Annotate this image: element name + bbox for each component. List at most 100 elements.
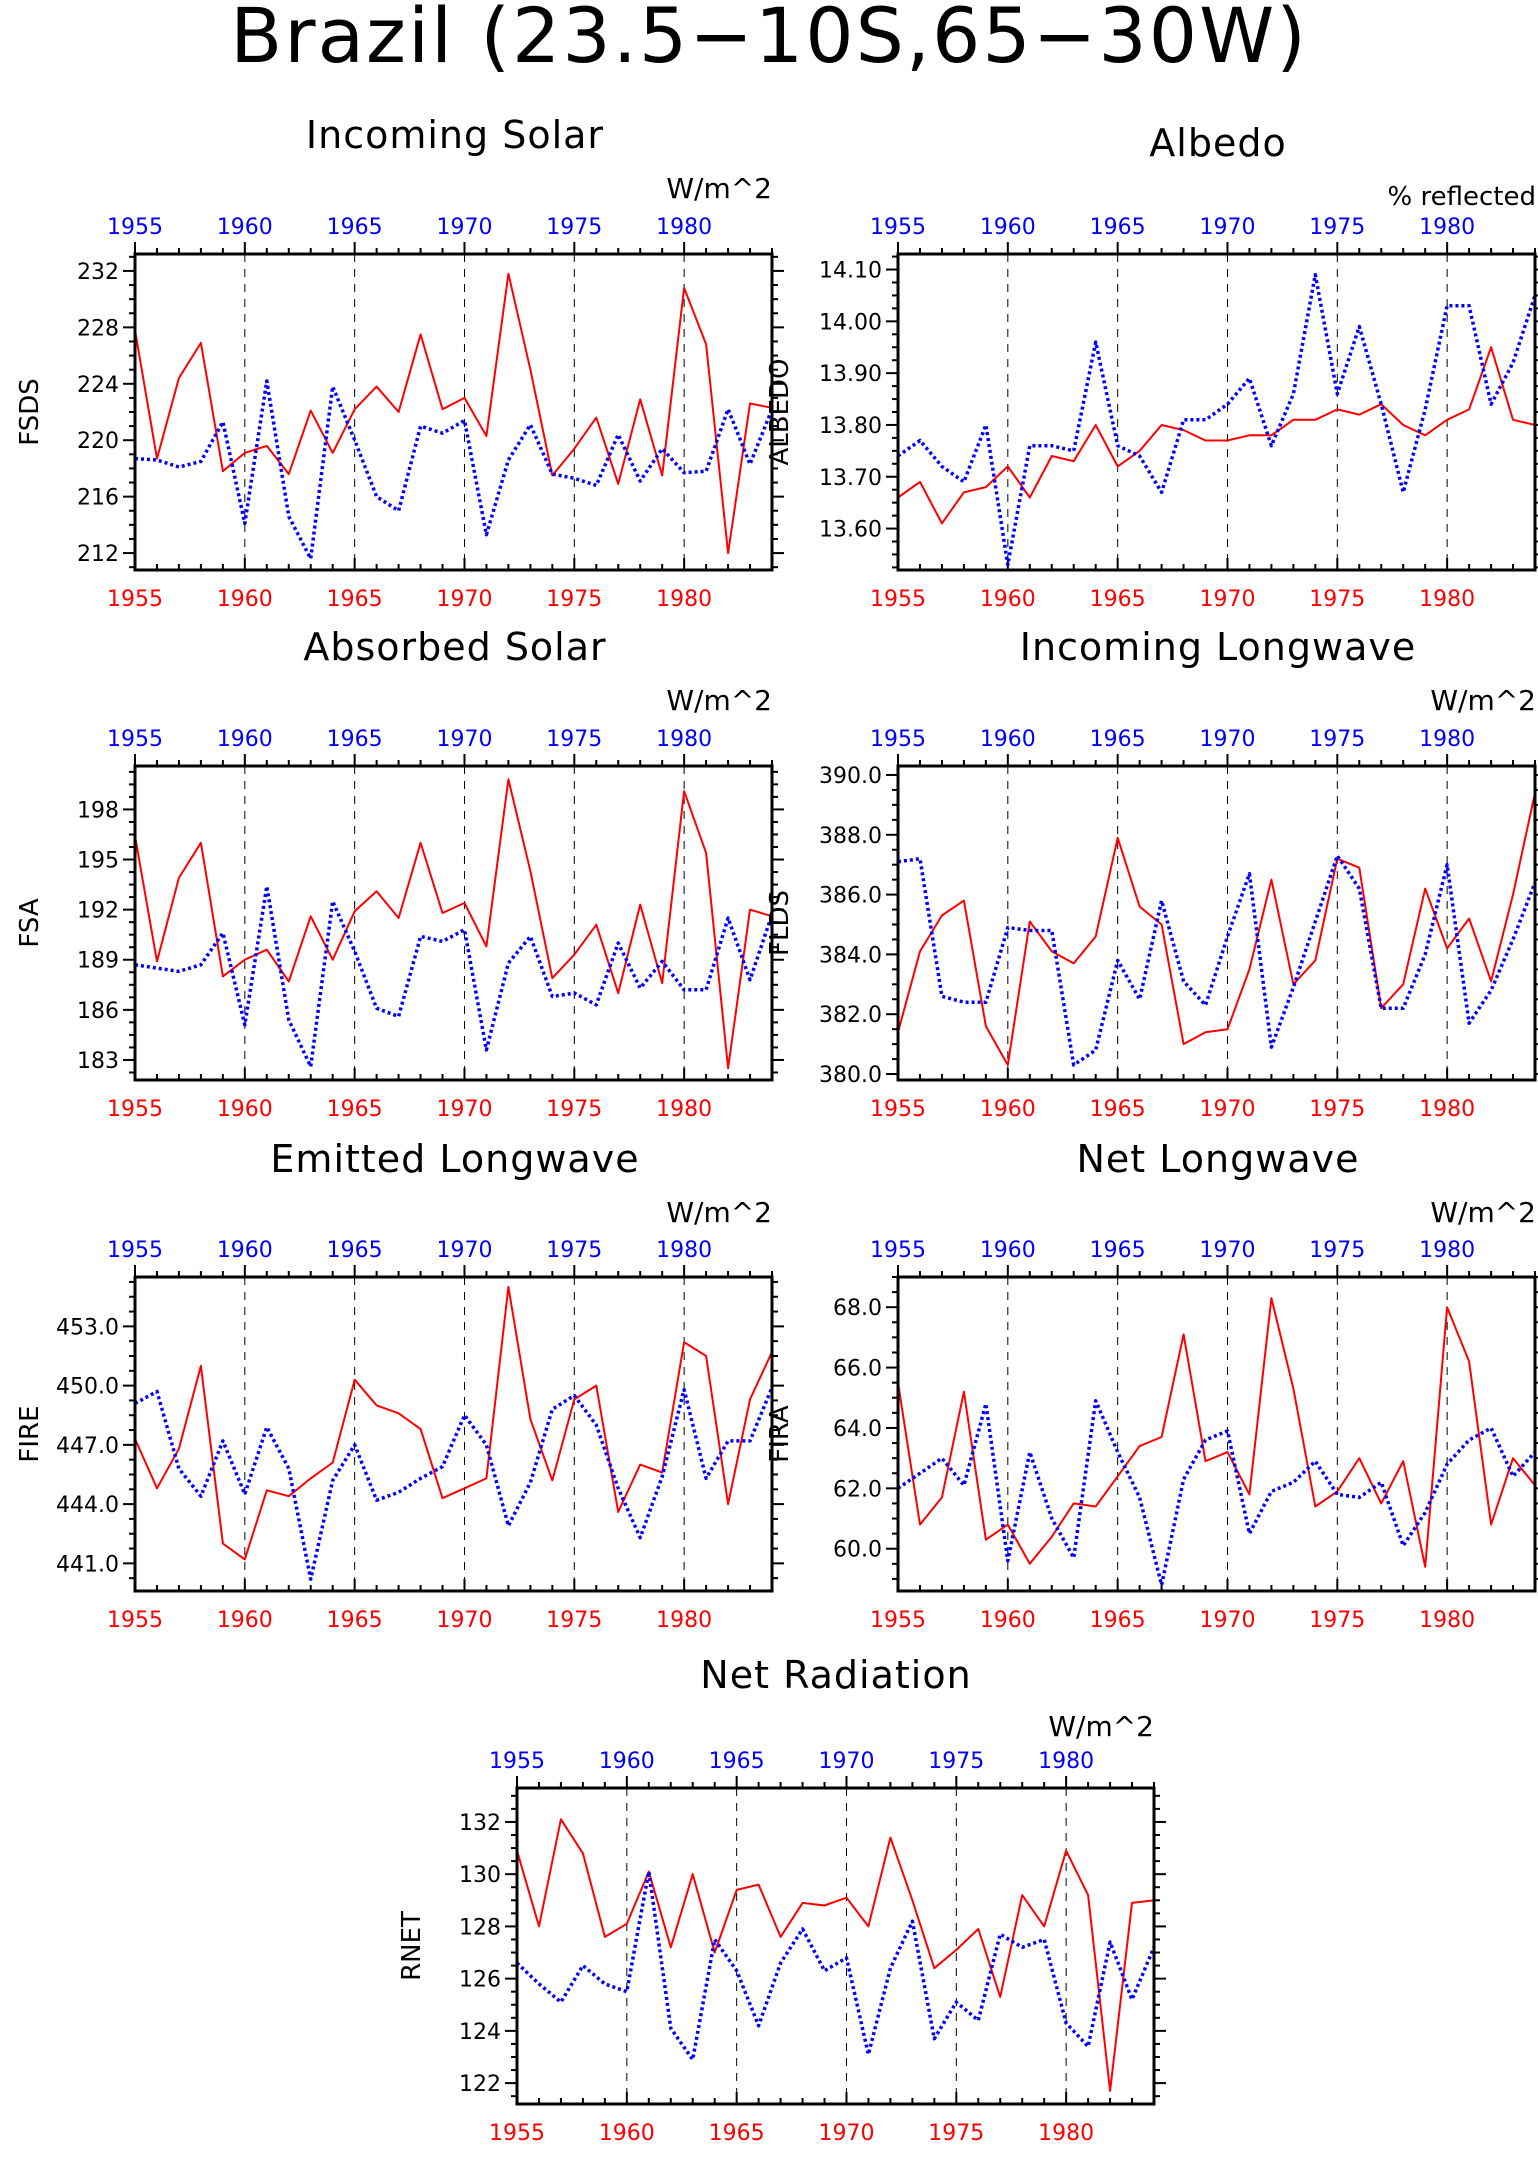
x-tick-label-bottom: 1970	[436, 1608, 492, 1633]
y-tick-label: 66.0	[833, 1357, 882, 1382]
x-tick-label-top: 1980	[1419, 1238, 1475, 1263]
x-tick-label-top: 1980	[1419, 215, 1475, 240]
x-tick-label-bottom: 1975	[1309, 1608, 1365, 1633]
x-tick-label-bottom: 1960	[980, 587, 1036, 612]
y-tick-label: 13.70	[819, 466, 882, 491]
y-tick-label: 126	[459, 1968, 501, 1993]
x-tick-label-bottom: 1970	[1199, 1608, 1255, 1633]
y-tick-label: 122	[459, 2072, 501, 2097]
x-tick-label-bottom: 1970	[436, 1097, 492, 1122]
y-tick-label: 380.0	[819, 1063, 882, 1088]
x-tick-label-bottom: 1960	[217, 1608, 273, 1633]
plot-frame	[133, 1275, 774, 1593]
x-tick-label-bottom: 1955	[870, 1097, 926, 1122]
y-tick-label: 60.0	[833, 1538, 882, 1563]
y-tick-label: 62.0	[833, 1477, 882, 1502]
x-tick-label-top: 1965	[327, 215, 383, 240]
y-tick-label: 13.80	[819, 414, 882, 439]
y-axis-label: FIRA	[765, 1405, 795, 1463]
blue-series-line	[515, 1869, 1156, 2062]
x-tick-label-top: 1960	[217, 727, 273, 752]
x-tick-label-top: 1965	[1090, 215, 1146, 240]
plot-frame	[515, 1786, 1156, 2106]
y-tick-label: 13.60	[819, 518, 882, 543]
x-tick-label-top: 1960	[980, 215, 1036, 240]
x-tick-label-top: 1955	[107, 1238, 163, 1263]
y-axis-label: FLDS	[765, 890, 795, 956]
x-tick-label-bottom: 1975	[546, 587, 602, 612]
panel-net-longwave: Net Longwave W/m^2 FIRA 60.0 62.0 64.0 66.0…	[765, 1137, 1538, 1633]
y-tick-label: 388.0	[819, 824, 882, 849]
x-tick-label-bottom: 1960	[980, 1608, 1036, 1633]
x-tick-label-top: 1965	[1090, 1238, 1146, 1263]
plot-frame	[133, 764, 774, 1082]
x-tick-label-bottom: 1970	[436, 587, 492, 612]
y-tick-label: 195	[77, 849, 119, 874]
x-tick-label-bottom: 1965	[709, 2121, 765, 2146]
x-tick-label-top: 1965	[327, 1238, 383, 1263]
panel-title: Net Radiation	[700, 1653, 971, 1697]
x-tick-label-top: 1955	[107, 215, 163, 240]
y-tick-label: 390.0	[819, 764, 882, 789]
x-tick-label-top: 1970	[436, 727, 492, 752]
units-label: W/m^2	[1430, 684, 1536, 717]
panel-absorbed-solar: Absorbed Solar W/m^2 FSA 183 186 189 192 195…	[15, 625, 784, 1122]
panel-title: Absorbed Solar	[303, 625, 606, 669]
panel-emitted-longwave: Emitted Longwave W/m^2 FIRE 441.0444.044…	[15, 1137, 784, 1633]
x-tick-label-bottom: 1955	[870, 1608, 926, 1633]
plot-area: 60.0 62.0 64.0 66.0 68.0 1955 1955 1960 1960 1965…	[833, 1238, 1538, 1633]
plot-area: 212 216 220 224 228 232 1955 1955 1960 1960 1965 19…	[77, 215, 784, 612]
x-tick-label-top: 1975	[546, 215, 602, 240]
x-tick-label-top: 1965	[327, 727, 383, 752]
red-series-line	[134, 1285, 773, 1561]
y-tick-label: 192	[77, 899, 119, 924]
x-tick-label-top: 1970	[1199, 215, 1255, 240]
x-tick-label-bottom: 1965	[1090, 1608, 1146, 1633]
y-tick-label: 453.0	[56, 1315, 119, 1340]
y-tick-label: 216	[77, 486, 119, 511]
plot-area: 122 124 126 128 130 132 1955 1955 1960 1960 1965 19…	[459, 1749, 1166, 2146]
y-tick-label: 447.0	[56, 1434, 119, 1459]
x-tick-label-bottom: 1980	[656, 1608, 712, 1633]
x-tick-label-top: 1975	[928, 1749, 984, 1774]
x-tick-label-top: 1980	[1419, 727, 1475, 752]
plot-area: 380.0 382.0 384.0 386.0 388.0 390.0 1955 1955 19…	[819, 727, 1538, 1122]
blue-series-line	[897, 853, 1537, 1067]
units-label: W/m^2	[666, 172, 772, 205]
blue-series-line	[896, 272, 1537, 567]
x-tick-label-top: 1975	[1309, 727, 1365, 752]
x-tick-label-top: 1970	[436, 1238, 492, 1263]
x-tick-label-bottom: 1980	[1038, 2121, 1094, 2146]
x-tick-label-top: 1970	[1199, 1238, 1255, 1263]
units-label: W/m^2	[666, 684, 772, 717]
y-tick-label: 14.00	[819, 310, 882, 335]
y-tick-label: 212	[77, 542, 119, 567]
panel-title: Incoming Solar	[306, 113, 604, 157]
plot-frame	[133, 252, 774, 572]
x-tick-label-top: 1980	[656, 727, 712, 752]
blue-series-line	[897, 1399, 1537, 1587]
units-label: W/m^2	[1430, 1196, 1536, 1229]
y-tick-label: 186	[77, 999, 119, 1024]
y-tick-label: 64.0	[833, 1417, 882, 1442]
x-tick-label-bottom: 1965	[327, 1097, 383, 1122]
y-axis-label: RNET	[397, 1911, 427, 1981]
x-tick-label-bottom: 1960	[599, 2121, 655, 2146]
x-tick-label-bottom: 1960	[980, 1097, 1036, 1122]
x-tick-label-top: 1980	[656, 1238, 712, 1263]
x-tick-label-bottom: 1955	[870, 587, 926, 612]
y-tick-label: 124	[459, 2020, 501, 2045]
x-tick-label-top: 1975	[546, 727, 602, 752]
x-tick-label-top: 1960	[217, 215, 273, 240]
red-series-line	[897, 1297, 1536, 1568]
x-tick-label-bottom: 1975	[546, 1097, 602, 1122]
x-tick-label-top: 1955	[107, 727, 163, 752]
blue-series-line	[134, 1386, 774, 1581]
x-tick-label-bottom: 1975	[1309, 587, 1365, 612]
y-tick-label: 220	[77, 429, 119, 454]
x-tick-label-bottom: 1955	[489, 2121, 545, 2146]
y-tick-label: 228	[77, 316, 119, 341]
x-tick-label-bottom: 1965	[1090, 1097, 1146, 1122]
plot-area: 441.0 444.0 447.0 450.0 453.0 1955 1955 1960 196…	[56, 1238, 784, 1633]
x-tick-label-top: 1975	[1309, 215, 1365, 240]
